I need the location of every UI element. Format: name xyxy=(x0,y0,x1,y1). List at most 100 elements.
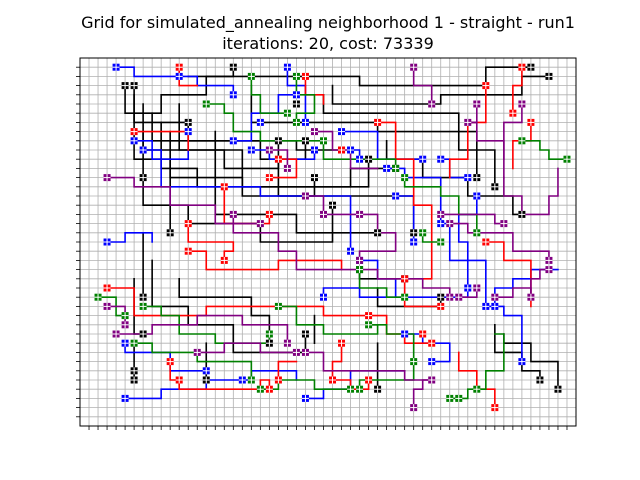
black-wire xyxy=(358,268,406,280)
red-gate-marker xyxy=(491,404,499,412)
blue-gate-marker xyxy=(347,146,355,154)
red-gate-marker xyxy=(184,220,192,228)
purple-gate-marker xyxy=(545,266,553,274)
blue-gate-marker xyxy=(202,367,210,375)
green-gate-marker xyxy=(518,137,526,145)
red-wire xyxy=(331,342,343,381)
purple-wire xyxy=(268,149,289,170)
purple-gate-marker xyxy=(112,330,120,338)
blue-gate-marker xyxy=(437,220,445,228)
blue-gate-marker xyxy=(437,155,445,163)
red-gate-marker xyxy=(527,118,535,126)
black-gate-marker xyxy=(437,293,445,301)
red-gate-marker xyxy=(130,128,138,136)
blue-gate-marker xyxy=(112,63,120,71)
red-gate-marker xyxy=(265,174,273,182)
blue-gate-marker xyxy=(247,146,255,154)
red-gate-marker xyxy=(166,358,174,366)
green-gate-marker xyxy=(283,109,291,117)
blue-gate-marker xyxy=(130,137,138,145)
blue-gate-marker xyxy=(392,192,400,200)
purple-gate-marker xyxy=(356,256,364,264)
red-gate-marker xyxy=(374,118,382,126)
purple-gate-marker xyxy=(319,210,327,218)
blue-wire xyxy=(340,130,424,160)
black-gate-marker xyxy=(292,100,300,108)
red-gate-marker xyxy=(329,376,337,384)
red-wire xyxy=(457,351,496,409)
green-gate-marker xyxy=(356,385,364,393)
blue-gate-marker xyxy=(473,192,481,200)
black-wire xyxy=(322,94,496,188)
black-gate-marker xyxy=(202,376,210,384)
green-wire xyxy=(358,268,406,299)
blue-gate-marker xyxy=(428,358,436,366)
purple-wire xyxy=(412,66,433,105)
red-gate-marker xyxy=(365,376,373,384)
red-gate-marker xyxy=(184,247,192,255)
blue-gate-marker xyxy=(256,118,264,126)
green-gate-marker xyxy=(130,339,138,347)
purple-gate-marker xyxy=(103,174,111,182)
blue-wire xyxy=(124,342,208,372)
red-wire xyxy=(448,84,487,179)
red-gate-marker xyxy=(365,312,373,320)
red-wire xyxy=(178,379,271,391)
purple-gate-marker xyxy=(473,100,481,108)
blue-wire xyxy=(142,149,352,252)
red-gate-marker xyxy=(301,72,309,80)
red-gate-marker xyxy=(419,330,427,338)
green-gate-marker xyxy=(265,330,273,338)
purple-wire xyxy=(503,103,523,160)
black-gate-marker xyxy=(410,229,418,237)
green-gate-marker xyxy=(247,72,255,80)
red-gate-marker xyxy=(220,183,228,191)
red-gate-marker xyxy=(518,63,526,71)
green-gate-marker xyxy=(410,358,418,366)
black-gate-marker xyxy=(518,210,526,218)
purple-gate-marker xyxy=(301,192,309,200)
blue-gate-marker xyxy=(283,63,291,71)
green-wire xyxy=(205,103,325,142)
purple-gate-marker xyxy=(518,100,526,108)
blue-wire xyxy=(322,287,397,299)
red-gate-marker xyxy=(428,339,436,347)
purple-wire xyxy=(304,195,325,216)
purple-wire xyxy=(115,314,289,345)
black-gate-marker xyxy=(536,376,544,384)
red-wire xyxy=(277,360,298,381)
purple-gate-marker xyxy=(103,302,111,310)
red-gate-marker xyxy=(265,210,273,218)
green-gate-marker xyxy=(419,229,427,237)
purple-gate-marker xyxy=(428,376,436,384)
purple-wire xyxy=(503,167,559,216)
blue-wire xyxy=(106,232,153,243)
black-gate-marker xyxy=(301,330,309,338)
red-gate-marker xyxy=(509,109,517,117)
purple-gate-marker xyxy=(455,293,463,301)
purple-gate-marker xyxy=(491,293,499,301)
red-gate-marker xyxy=(338,339,346,347)
blue-gate-marker xyxy=(121,339,129,347)
black-gate-marker xyxy=(274,137,282,145)
green-gate-marker xyxy=(356,266,364,274)
black-gate-marker xyxy=(527,63,535,71)
purple-gate-marker xyxy=(193,348,201,356)
black-gate-marker xyxy=(121,82,129,90)
blue-gate-marker xyxy=(356,155,364,163)
black-gate-marker xyxy=(329,201,337,209)
blue-gate-marker xyxy=(103,238,111,246)
purple-wire xyxy=(530,268,550,299)
gate-markers xyxy=(94,63,571,412)
red-gate-marker xyxy=(103,284,111,292)
red-wire xyxy=(187,222,235,262)
blue-gate-marker xyxy=(347,247,355,255)
purple-wire xyxy=(304,351,433,381)
black-gate-marker xyxy=(265,339,273,347)
blue-gate-marker xyxy=(410,238,418,246)
blue-wire xyxy=(457,195,478,289)
black-gate-marker xyxy=(130,367,138,375)
purple-gate-marker xyxy=(283,164,291,172)
purple-wire xyxy=(232,213,451,299)
